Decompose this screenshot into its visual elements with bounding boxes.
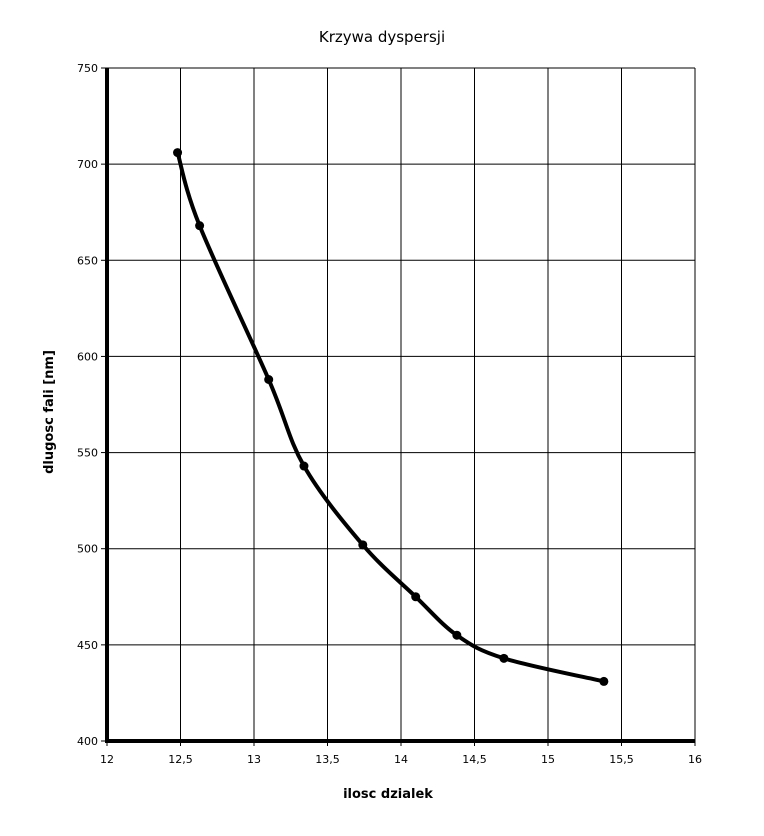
data-point — [173, 148, 183, 158]
grid-lines — [107, 67, 696, 741]
data-point — [452, 630, 462, 640]
data-point — [411, 592, 421, 602]
y-tick-label: 700 — [77, 158, 98, 171]
y-tick-label: 550 — [77, 447, 98, 460]
x-tick-label: 13,5 — [315, 753, 340, 766]
data-point — [195, 221, 205, 231]
data-point — [358, 540, 368, 550]
data-point — [299, 461, 309, 471]
data-point — [599, 676, 609, 686]
y-tick-label: 400 — [77, 735, 98, 748]
x-tick-label: 14 — [394, 753, 408, 766]
x-tick-label: 12,5 — [168, 753, 193, 766]
y-axis-label: dlugosc fali [nm] — [42, 350, 57, 474]
series-line — [175, 150, 606, 684]
x-tick-label: 14,5 — [462, 753, 487, 766]
y-tick-label: 750 — [77, 62, 98, 75]
x-tick-label: 12 — [100, 753, 114, 766]
x-axis-label: ilosc dzialek — [343, 787, 433, 802]
y-tick-label: 650 — [77, 254, 98, 267]
y-tick-labels: 400 450 500 550 600 650 700 750 — [77, 62, 98, 748]
y-tick-label: 450 — [77, 639, 98, 652]
x-tick-label: 15 — [541, 753, 555, 766]
data-point — [499, 653, 509, 663]
y-tick-label: 500 — [77, 543, 98, 556]
y-tick-label: 600 — [77, 350, 98, 363]
axes — [101, 67, 696, 746]
x-tick-label: 16 — [688, 753, 702, 766]
x-tick-label: 13 — [247, 753, 261, 766]
data-point — [264, 375, 274, 385]
chart-title: Krzywa dyspersji — [319, 28, 445, 46]
x-tick-label: 15,5 — [609, 753, 634, 766]
data-series — [173, 148, 609, 686]
x-tick-labels: 12 12,5 13 13,5 14 14,5 15 15,5 16 — [100, 753, 702, 766]
